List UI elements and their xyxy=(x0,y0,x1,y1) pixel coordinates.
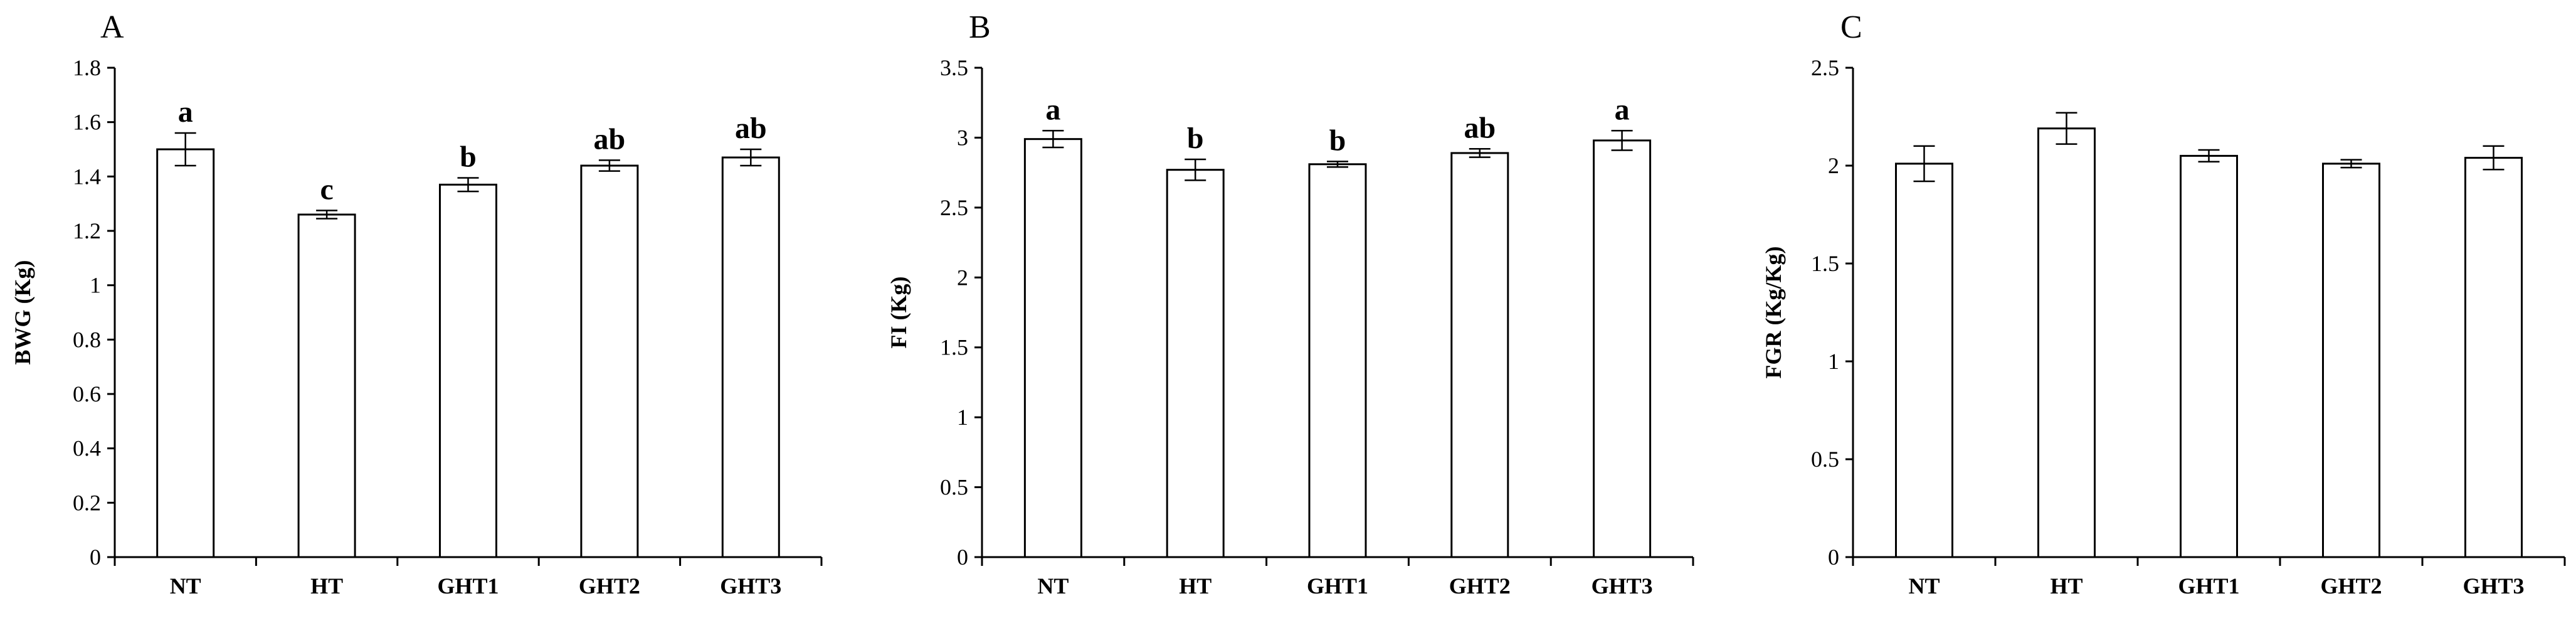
x-category-label: GHT1 xyxy=(437,573,499,599)
bar-ght2 xyxy=(2322,162,2380,558)
y-tick-label: 0 xyxy=(1828,545,1839,570)
x-category-label: GHT3 xyxy=(1592,573,1653,599)
y-tick-label: 2.5 xyxy=(940,195,968,220)
y-tick-label: 1.5 xyxy=(1811,251,1839,276)
y-tick-label: 1.4 xyxy=(73,164,101,189)
y-axis-label: FGR (Kg/Kg) xyxy=(1761,247,1786,379)
significance-label: b xyxy=(460,141,477,174)
significance-label: ab xyxy=(735,112,767,145)
y-tick-label: 2 xyxy=(1828,153,1839,178)
y-tick-label: 0.4 xyxy=(73,436,101,461)
significance-label: b xyxy=(1329,124,1346,157)
y-tick-label: 1.8 xyxy=(73,55,101,80)
y-tick-label: 3 xyxy=(957,125,968,150)
bar-nt xyxy=(1023,138,1082,558)
x-category-label: GHT2 xyxy=(1449,573,1511,599)
y-tick-label: 0 xyxy=(957,545,968,570)
bar-ht xyxy=(1166,169,1225,558)
panel-letter: A xyxy=(100,9,124,45)
bar-ght2 xyxy=(580,164,639,558)
bar-ght3 xyxy=(721,156,780,558)
bar-nt xyxy=(1895,162,1953,558)
x-category-label: GHT3 xyxy=(720,573,781,599)
x-category-label: HT xyxy=(1179,573,1211,599)
y-tick-label: 1 xyxy=(90,273,101,298)
chart-panel-a: A 0 0.2 0.4 0.6 0.8 1 1.2 1.4 1.6 1.8 BWG (Kg) a NT c H… xyxy=(10,9,823,599)
significance-label: c xyxy=(320,173,333,206)
significance-label: a xyxy=(178,95,193,129)
y-tick-label: 0 xyxy=(90,545,101,570)
bar-ght1 xyxy=(2180,154,2238,558)
x-category-label: NT xyxy=(1908,573,1940,599)
y-tick-label: 0.2 xyxy=(73,490,101,515)
chart-panel-b: B 0 0.5 1 1.5 2 2.5 3 3.5 FI (Kg) a NT b HT b GHT1 ab GHT… xyxy=(886,9,1694,599)
x-category-label: GHT2 xyxy=(579,573,640,599)
y-tick-label: 0.5 xyxy=(940,475,968,500)
bar-ght1 xyxy=(1308,163,1367,558)
bar-ght2 xyxy=(1450,152,1509,558)
y-tick-label: 3.5 xyxy=(940,55,968,80)
bar-ht xyxy=(2037,127,2096,558)
x-category-label: GHT1 xyxy=(2178,573,2239,599)
x-category-label: GHT3 xyxy=(2463,573,2524,599)
y-axis-label: BWG (Kg) xyxy=(10,260,35,365)
significance-label: a xyxy=(1615,93,1630,126)
y-tick-label: 0.5 xyxy=(1811,447,1839,472)
bar-nt xyxy=(156,148,215,558)
y-tick-label: 2.5 xyxy=(1811,55,1839,80)
x-category-label: GHT2 xyxy=(2320,573,2382,599)
bar-ht xyxy=(297,213,356,558)
bar-ght3 xyxy=(2464,157,2523,558)
x-category-label: HT xyxy=(310,573,343,599)
significance-label: a xyxy=(1045,93,1060,126)
significance-label: ab xyxy=(1464,111,1496,144)
y-axis-label: FI (Kg) xyxy=(886,277,911,349)
x-category-label: HT xyxy=(2050,573,2082,599)
significance-label: ab xyxy=(594,122,626,156)
significance-label: b xyxy=(1187,122,1204,155)
y-tick-label: 2 xyxy=(957,265,968,290)
panel-letter: C xyxy=(1840,9,1862,45)
y-tick-label: 0.6 xyxy=(73,381,101,407)
bar-ght3 xyxy=(1593,139,1652,558)
x-category-label: NT xyxy=(1037,573,1069,599)
y-tick-label: 1 xyxy=(957,405,968,430)
panel-letter: B xyxy=(969,9,991,45)
y-tick-label: 1.5 xyxy=(940,335,968,360)
chart-panel-c: C 0 0.5 1 1.5 2 2.5 FGR (Kg/Kg) NT HT GHT1 GHT2 GHT3 xyxy=(1761,9,2566,599)
y-tick-label: 0.8 xyxy=(73,327,101,352)
y-tick-label: 1.2 xyxy=(73,218,101,243)
x-category-label: NT xyxy=(170,573,201,599)
bar-ght1 xyxy=(439,183,497,558)
y-tick-label: 1 xyxy=(1828,349,1839,374)
x-category-label: GHT1 xyxy=(1307,573,1368,599)
y-tick-label: 1.6 xyxy=(73,110,101,135)
